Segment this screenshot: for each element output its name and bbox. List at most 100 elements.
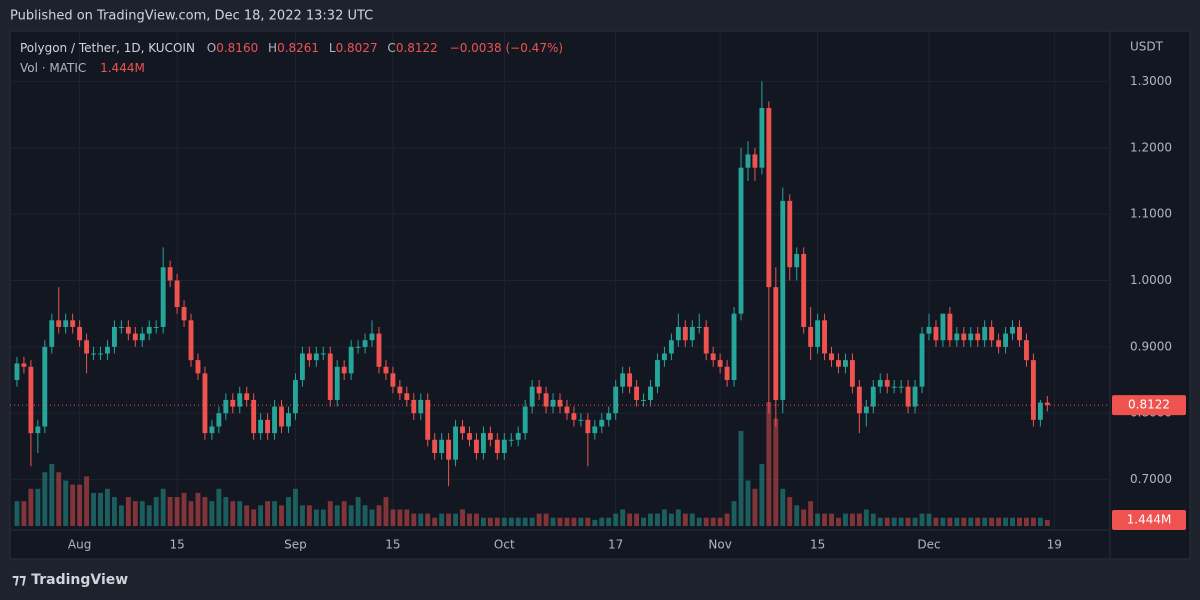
candle-body [383, 366, 389, 374]
volume-bar [585, 517, 591, 526]
volume-bar [571, 517, 577, 526]
axis-layer: 0.70000.80000.90001.00001.10001.20001.30… [10, 74, 1186, 552]
volume-bar [299, 505, 305, 526]
volume-bar [153, 497, 159, 526]
volume-bar [738, 430, 744, 526]
candle-body [453, 426, 459, 460]
candle-body [975, 333, 981, 341]
candle-body [272, 406, 277, 434]
candle-body [752, 154, 758, 168]
grid [10, 31, 1110, 530]
candle-body [766, 107, 772, 288]
volume-bar [1024, 517, 1029, 526]
ohlc-letter: O [207, 41, 216, 55]
volume-bar [35, 488, 41, 526]
volume-bar [717, 517, 723, 526]
candle-body [947, 313, 953, 341]
candle-body [815, 320, 821, 347]
candle-body [919, 333, 925, 387]
volume-bar [856, 513, 862, 526]
volume-bar [355, 497, 361, 526]
volume-bar [641, 517, 646, 526]
candle-body [550, 399, 556, 407]
candle-body [822, 320, 827, 354]
chart-title: Polygon / Tether, 1D, KUCOIN [20, 41, 195, 55]
candle-layer [14, 81, 1050, 487]
candle-body [675, 326, 681, 341]
candle-body [996, 340, 1002, 347]
volume-bar [564, 517, 570, 526]
candle-body [863, 406, 869, 414]
volume-bar [668, 513, 674, 526]
volume-bar [306, 505, 312, 526]
volume-bar [836, 517, 841, 526]
candle-body [759, 107, 765, 168]
volume-tag [1112, 510, 1186, 531]
candle-body [926, 326, 932, 334]
volume-bar [42, 472, 48, 526]
volume-bar [439, 513, 445, 526]
candle-body [641, 399, 646, 401]
candle-body [773, 287, 779, 400]
candle-body [91, 353, 96, 355]
candle-body [251, 399, 257, 434]
y-unit: USDT [1130, 40, 1164, 54]
volume-bar [989, 517, 995, 526]
candle-body [480, 433, 486, 454]
y-tick-label: 0.9000 [1130, 339, 1172, 353]
x-tick-label: Aug [68, 538, 91, 552]
candle-body [341, 366, 347, 374]
volume-bar [968, 517, 974, 526]
candle-body [63, 320, 69, 327]
candle-body [195, 360, 201, 374]
volume-bar [822, 513, 827, 526]
volume-bar [84, 476, 90, 526]
candle-body [1037, 402, 1043, 420]
volume-bar [1017, 517, 1022, 526]
volume-bar [49, 464, 55, 526]
ohlc-value: 0.8122 [396, 41, 438, 55]
volume-bar [404, 509, 410, 526]
candle-body [989, 326, 995, 341]
volume-bar [898, 517, 904, 526]
candle-body [446, 439, 452, 460]
candle-body [404, 393, 410, 400]
ohlc-letter: C [387, 41, 395, 55]
candle-body [230, 399, 236, 407]
volume-legend: Vol · MATIC 1.444M [20, 61, 145, 75]
brand-name: TradingView [31, 572, 128, 588]
ohlc-value: 0.8027 [336, 41, 378, 55]
candle-body [613, 386, 619, 414]
candle-body [905, 386, 911, 407]
volume-bar [111, 497, 117, 526]
candle-body [474, 439, 479, 454]
candle-body [703, 326, 709, 354]
candle-body [501, 439, 507, 454]
volume-value: 1.444M [100, 61, 145, 75]
volume-bar [348, 505, 354, 526]
volume-bar [515, 517, 521, 526]
volume-bar [293, 488, 298, 526]
volume-bar [56, 472, 62, 526]
volume-bar [689, 513, 695, 526]
volume-bar [849, 513, 855, 526]
volume-bar [508, 517, 514, 526]
candle-body [487, 433, 493, 440]
candle-body [689, 326, 695, 341]
volume-bar [425, 513, 431, 526]
volume-bar [167, 497, 173, 526]
chart-pane [9, 30, 1191, 560]
x-tick-label: Sep [284, 538, 307, 552]
volume-bar [661, 509, 667, 526]
candle-body [557, 399, 563, 407]
volume-bar [418, 513, 424, 526]
volume-bar [202, 497, 208, 526]
volume-bar [272, 501, 277, 526]
volume-bar [933, 517, 939, 526]
candle-body [160, 267, 166, 327]
candle-body [849, 360, 855, 387]
x-tick-label: Dec [917, 538, 940, 552]
volume-bar [223, 497, 229, 526]
